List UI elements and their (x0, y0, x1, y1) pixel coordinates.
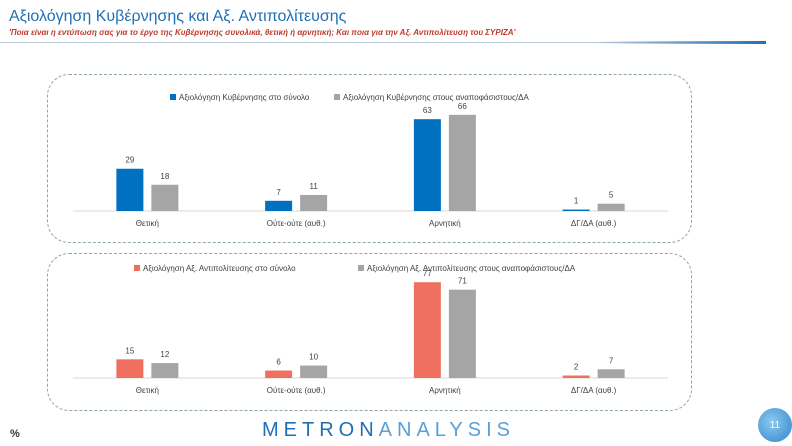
bar (597, 369, 625, 378)
page-number-badge: 11 (758, 408, 792, 442)
data-label: 5 (609, 191, 614, 200)
bar (562, 375, 590, 378)
legend-label: Αξιολόγηση Αξ. Αντιπολίτευσης στους αναπ… (367, 264, 576, 273)
government-evaluation-chart: Αξιολόγηση Κυβέρνησης στο σύνολο Αξιολόγη… (73, 93, 668, 228)
category-label: Θετική (136, 386, 159, 395)
category-label: ΔΓ/ΔΑ (αυθ.) (571, 219, 617, 228)
data-label: 11 (309, 182, 318, 191)
data-label: 66 (458, 102, 467, 111)
logo-primary: METRON (262, 419, 379, 441)
data-label: 15 (125, 346, 134, 355)
legend-swatch (334, 94, 340, 100)
data-label: 29 (125, 156, 134, 165)
bar (151, 184, 179, 211)
data-label: 77 (423, 269, 432, 278)
page-title: Αξιολόγηση Κυβέρνησης και Αξ. Αντιπολίτε… (9, 8, 347, 25)
legend-label: Αξιολόγηση Κυβέρνησης στο σύνολο (179, 93, 310, 102)
bar (300, 365, 328, 378)
survey-question: 'Ποια είναι η εντύπωση σας για το έργο τ… (9, 28, 516, 37)
legend-swatch (134, 265, 140, 271)
metron-analysis-logo: METRONANALYSIS (262, 419, 515, 442)
logo-secondary: ANALYSIS (378, 419, 516, 441)
bar (116, 359, 144, 378)
data-label: 7 (276, 188, 281, 197)
legend-swatch (170, 94, 176, 100)
category-label: Ούτε-ούτε (αυθ.) (267, 386, 326, 395)
bar (448, 114, 476, 211)
header-divider (0, 42, 766, 43)
category-label: Ούτε-ούτε (αυθ.) (267, 219, 326, 228)
category-label: Αρνητική (429, 219, 461, 228)
data-label: 1 (574, 197, 579, 206)
bar (562, 209, 590, 211)
opposition-chart-panel: Αξιολόγηση Αξ. Αντιπολίτευσης στο σύνολο… (47, 253, 692, 411)
bar (116, 168, 144, 211)
government-chart-panel: Αξιολόγηση Κυβέρνησης στο σύνολο Αξιολόγη… (47, 74, 692, 243)
bar (597, 203, 625, 211)
data-label: 18 (160, 172, 169, 181)
data-label: 2 (574, 363, 579, 372)
legend-swatch (358, 265, 364, 271)
bar (151, 363, 179, 378)
bar (413, 119, 441, 211)
data-label: 63 (423, 106, 432, 115)
legend-label: Αξιολόγηση Αξ. Αντιπολίτευσης στο σύνολο (143, 264, 296, 273)
data-label: 12 (160, 350, 169, 359)
percent-unit-label: % (10, 428, 20, 440)
bar (413, 282, 441, 378)
bar (448, 289, 476, 378)
data-label: 71 (458, 277, 467, 286)
bar (265, 370, 293, 378)
category-label: ΔΓ/ΔΑ (αυθ.) (571, 386, 617, 395)
bar (265, 200, 293, 211)
bar (300, 194, 328, 211)
data-label: 7 (609, 356, 614, 365)
data-label: 10 (309, 353, 318, 362)
opposition-evaluation-chart: Αξιολόγηση Αξ. Αντιπολίτευσης στο σύνολο… (73, 264, 668, 395)
category-label: Αρνητική (429, 386, 461, 395)
data-label: 6 (276, 358, 281, 367)
header-divider-accent (596, 41, 766, 44)
category-label: Θετική (136, 219, 159, 228)
legend-label: Αξιολόγηση Κυβέρνησης στους αναποφάσιστο… (343, 93, 529, 102)
